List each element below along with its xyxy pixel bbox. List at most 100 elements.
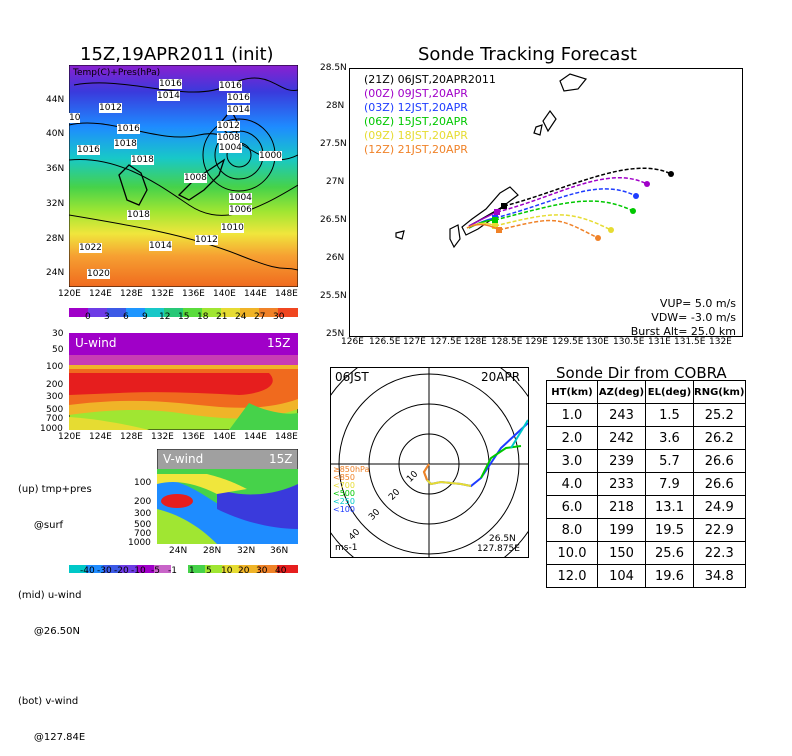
sonde-table: HT(km) AZ(deg) EL(deg) RNG(km) 1.0 243 1.5… bbox=[546, 380, 746, 588]
track-lat-tick: 27N bbox=[326, 177, 345, 187]
balloon-params: VUP= 5.0 m/s VDW= -3.0 m/s Burst Alt= 25… bbox=[631, 297, 736, 339]
vwind-xtick: 32N bbox=[237, 546, 256, 556]
track-lon-tick: 129E bbox=[525, 337, 548, 347]
wind-scale-label: 40 bbox=[275, 566, 287, 576]
landing-marker bbox=[595, 235, 601, 241]
track-lon-tick: 129.5E bbox=[552, 337, 584, 347]
temp-scale-label: 3 bbox=[104, 312, 110, 322]
table-cell: 1.5 bbox=[645, 403, 694, 427]
uwind-time: 15Z bbox=[267, 336, 291, 350]
launch-legend: (21Z) 06JST,20APR2011 (00Z) 09JST,20APR … bbox=[364, 73, 496, 157]
tracking-map: (21Z) 06JST,20APR2011 (00Z) 09JST,20APR … bbox=[349, 68, 743, 339]
launch-legend-item: (03Z) 12JST,20APR bbox=[364, 101, 468, 114]
surface-map-panel: 1016 1012 1014 10 1016 1018 1018 1016 10… bbox=[68, 64, 299, 288]
uwind-ytick: 1000 bbox=[40, 424, 63, 434]
pressure-label: 1012 bbox=[195, 235, 218, 245]
wind-scale-label: -30 bbox=[97, 566, 112, 576]
track-lat-tick: 28N bbox=[326, 101, 345, 111]
table-cell: 150 bbox=[597, 541, 646, 565]
uwind-panel: U-wind 15Z bbox=[68, 332, 299, 431]
table-cell: 22.9 bbox=[693, 518, 746, 542]
pressure-label: 1016 bbox=[227, 93, 250, 103]
polar-time-label: 06JST bbox=[335, 370, 369, 384]
lat-tick: 24N bbox=[46, 268, 65, 278]
level-legend-item: <250 bbox=[333, 497, 355, 506]
table-cell: 26.6 bbox=[693, 472, 746, 496]
wind-scale-label: 20 bbox=[238, 566, 250, 576]
track-lon-tick: 131E bbox=[648, 337, 671, 347]
vwind-ytick: 1000 bbox=[128, 538, 151, 548]
launch-legend-item: (00Z) 09JST,20APR bbox=[364, 87, 468, 100]
tracking-title: Sonde Tracking Forecast bbox=[418, 44, 637, 65]
pressure-label: 1004 bbox=[219, 143, 242, 153]
table-cell: 8.0 bbox=[546, 518, 598, 542]
table-cell: 3.6 bbox=[645, 426, 694, 450]
note-line: @127.84E bbox=[18, 732, 86, 743]
plot-notes: (up) tmp+pres @surf (mid) u-wind @26.50N… bbox=[18, 460, 92, 756]
table-cell: 233 bbox=[597, 472, 646, 496]
pressure-label: 1022 bbox=[79, 243, 102, 253]
vwind-xtick: 36N bbox=[270, 546, 289, 556]
vwind-xtick: 28N bbox=[203, 546, 222, 556]
polar-lon: 127.875E bbox=[477, 544, 520, 554]
table-cell: 218 bbox=[597, 495, 646, 519]
wind-scale-label: 10 bbox=[221, 566, 233, 576]
track-lon-tick: 131.5E bbox=[674, 337, 706, 347]
polar-plot bbox=[331, 368, 528, 557]
wind-scale-label: -1 bbox=[168, 566, 177, 576]
temp-scale-label: 6 bbox=[123, 312, 129, 322]
note-line: @surf bbox=[18, 520, 64, 531]
map-title: 15Z,19APR2011 (init) bbox=[80, 44, 274, 65]
pressure-label: 1012 bbox=[99, 103, 122, 113]
table-row: 8.0 199 19.5 22.9 bbox=[546, 518, 746, 542]
wind-colorbar bbox=[69, 558, 298, 573]
table-cell: 243 bbox=[597, 403, 646, 427]
track-lon-tick: 128E bbox=[464, 337, 487, 347]
vwind-ytick: 100 bbox=[134, 478, 152, 488]
table-cell: 242 bbox=[597, 426, 646, 450]
uwind-xtick: 140E bbox=[213, 432, 236, 442]
pressure-label: 1016 bbox=[117, 124, 140, 134]
table-cell: 2.0 bbox=[546, 426, 598, 450]
lat-tick: 40N bbox=[46, 129, 65, 139]
launch-legend-item: (09Z) 18JST,20APR bbox=[364, 129, 468, 142]
level-legend: ≥850hPa <850 <700 <500 <250 <100 bbox=[333, 466, 369, 514]
table-cell: 3.0 bbox=[546, 449, 598, 473]
pressure-label: 1012 bbox=[217, 121, 240, 131]
note-line: (up) tmp+pres bbox=[18, 484, 92, 495]
pressure-label: 1018 bbox=[114, 139, 137, 149]
temp-scale-label: 27 bbox=[254, 312, 266, 322]
table-row: 2.0 242 3.6 26.2 bbox=[546, 426, 746, 450]
uwind-xtick: 128E bbox=[120, 432, 143, 442]
table-cell: 199 bbox=[597, 518, 646, 542]
wind-scale-label: -40 bbox=[80, 566, 95, 576]
sonde-table-title: Sonde Dir from COBRA bbox=[556, 364, 727, 382]
burst-marker bbox=[492, 217, 498, 223]
track-lon-tick: 132E bbox=[709, 337, 732, 347]
table-cell: 7.9 bbox=[645, 472, 694, 496]
uwind-ytick: 30 bbox=[52, 329, 64, 339]
table-cell: 4.0 bbox=[546, 472, 598, 496]
uwind-label: U-wind bbox=[75, 336, 117, 350]
param-line: VDW= -3.0 m/s bbox=[651, 311, 736, 324]
track-lon-tick: 126E bbox=[341, 337, 364, 347]
lon-tick: 140E bbox=[213, 289, 236, 299]
vwind-ytick: 200 bbox=[134, 497, 152, 507]
track-lon-ticks: 126E 126.5E 127E 127.5E 128E 128.5E 129E… bbox=[341, 337, 761, 349]
uwind-ytick: 300 bbox=[46, 392, 64, 402]
vwind-panel: V-wind 15Z bbox=[156, 448, 299, 545]
uwind-xtick: 148E bbox=[275, 432, 298, 442]
table-row: 3.0 239 5.7 26.6 bbox=[546, 449, 746, 473]
note-line: @26.50N bbox=[18, 626, 81, 637]
uwind-xtick: 136E bbox=[182, 432, 205, 442]
track-lon-tick: 130E bbox=[586, 337, 609, 347]
lat-tick: 44N bbox=[46, 95, 65, 105]
wind-scale-label: 5 bbox=[206, 566, 212, 576]
tracks-layer bbox=[349, 68, 741, 335]
track-lat-tick: 25.5N bbox=[320, 291, 347, 301]
level-legend-item: <700 bbox=[333, 481, 355, 490]
table-cell: 34.8 bbox=[693, 564, 746, 588]
table-cell: 26.6 bbox=[693, 449, 746, 473]
pressure-label: 1008 bbox=[217, 133, 240, 143]
pressure-label: 1014 bbox=[157, 91, 180, 101]
